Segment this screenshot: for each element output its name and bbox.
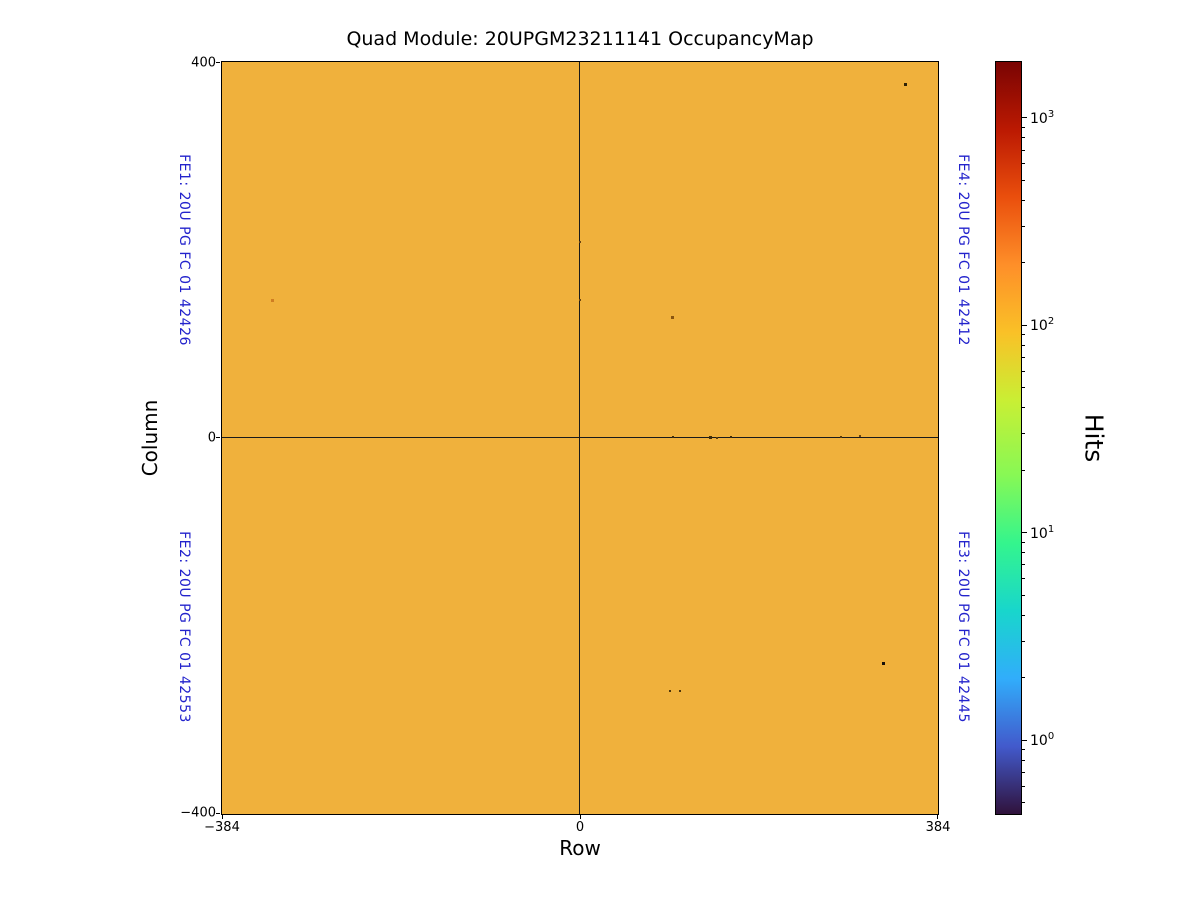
colorbar-minor-tick <box>1022 179 1025 181</box>
colorbar-minor-tick <box>1022 677 1025 679</box>
colorbar-minor-tick <box>1022 578 1025 580</box>
fe3-chip-label: FE3: 20U PG FC 01 42445 <box>955 531 971 723</box>
defect-pixel <box>670 316 674 320</box>
defect-pixel <box>709 435 713 439</box>
y-tick-label: 0 <box>207 430 216 446</box>
colorbar-major-tick <box>1022 324 1027 326</box>
x-tick-mark <box>937 815 938 819</box>
colorbar-minor-tick <box>1022 225 1025 227</box>
defect-pixel <box>730 436 733 439</box>
colorbar-minor-tick <box>1022 469 1025 471</box>
colorbar-tick-label: 101 <box>1030 523 1055 542</box>
colorbar-minor-tick <box>1022 749 1025 751</box>
colorbar-minor-tick <box>1022 771 1025 773</box>
colorbar-major-tick <box>1022 739 1027 741</box>
colorbar-minor-tick <box>1022 344 1025 346</box>
fe1-chip-label: FE1: 20U PG FC 01 42426 <box>176 154 192 346</box>
colorbar-minor-tick <box>1022 387 1025 389</box>
x-tick-mark <box>580 815 581 819</box>
y-tick-label: −400 <box>180 805 216 821</box>
colorbar-minor-tick <box>1022 137 1025 139</box>
colorbar-minor-tick <box>1022 614 1025 616</box>
defect-pixel <box>270 299 274 303</box>
colorbar-tick-label: 102 <box>1030 316 1055 335</box>
colorbar-major-tick <box>1022 117 1027 119</box>
defect-pixel <box>903 83 907 87</box>
colorbar-minor-tick <box>1022 541 1025 543</box>
y-tick-mark <box>216 437 220 438</box>
y-tick-label: 400 <box>191 55 216 71</box>
defect-pixel <box>579 240 581 243</box>
chart-title: Quad Module: 20UPGM23211141 OccupancyMap <box>346 28 814 50</box>
defect-pixel <box>672 436 675 439</box>
defect-pixel <box>678 689 681 692</box>
defect-pixel <box>716 437 719 439</box>
y-axis-label: Column <box>138 399 162 477</box>
defect-pixel <box>668 689 671 692</box>
colorbar-gradient <box>995 61 1022 815</box>
colorbar-minor-tick <box>1022 552 1025 554</box>
colorbar-minor-tick <box>1022 126 1025 128</box>
colorbar-minor-tick <box>1022 356 1025 358</box>
x-tick-label: −384 <box>204 820 240 835</box>
colorbar-minor-tick <box>1022 564 1025 566</box>
fe2-chip-label: FE2: 20U PG FC 01 42553 <box>176 531 192 723</box>
colorbar-tick-label: 100 <box>1030 731 1055 749</box>
colorbar-minor-tick <box>1022 640 1025 642</box>
colorbar-tick-label: 103 <box>1030 109 1055 127</box>
colorbar-minor-tick <box>1022 334 1025 336</box>
colorbar-minor-tick <box>1022 149 1025 151</box>
defect-pixel <box>882 662 886 666</box>
colorbar-axis-label: Hits <box>1079 413 1109 463</box>
defect-pixel <box>579 298 581 301</box>
colorbar-minor-tick <box>1022 433 1025 435</box>
x-tick-label: 384 <box>925 820 951 835</box>
x-axis-label: Row <box>559 836 601 860</box>
colorbar-minor-tick <box>1022 801 1025 803</box>
y-tick-mark <box>216 62 220 63</box>
colorbar-minor-tick <box>1022 370 1025 372</box>
colorbar-major-tick <box>1022 532 1027 534</box>
colorbar-minor-tick <box>1022 199 1025 201</box>
defect-pixel <box>858 435 861 438</box>
occupancy-map <box>221 61 939 815</box>
x-tick-mark <box>222 815 223 819</box>
colorbar-minor-tick <box>1022 785 1025 787</box>
colorbar-minor-tick <box>1022 163 1025 165</box>
row-zero-axis-line <box>579 62 580 814</box>
fe4-chip-label: FE4: 20U PG FC 01 42412 <box>955 154 971 346</box>
y-tick-mark <box>216 813 220 814</box>
colorbar-minor-tick <box>1022 407 1025 409</box>
colorbar-ticks: 100 101 102 103 <box>1022 62 1072 814</box>
x-tick-label: 0 <box>575 820 585 835</box>
colorbar-minor-tick <box>1022 594 1025 596</box>
colorbar-minor-tick <box>1022 262 1025 264</box>
column-zero-axis-line <box>222 437 938 438</box>
defect-pixel <box>840 436 843 439</box>
colorbar-minor-tick <box>1022 759 1025 761</box>
